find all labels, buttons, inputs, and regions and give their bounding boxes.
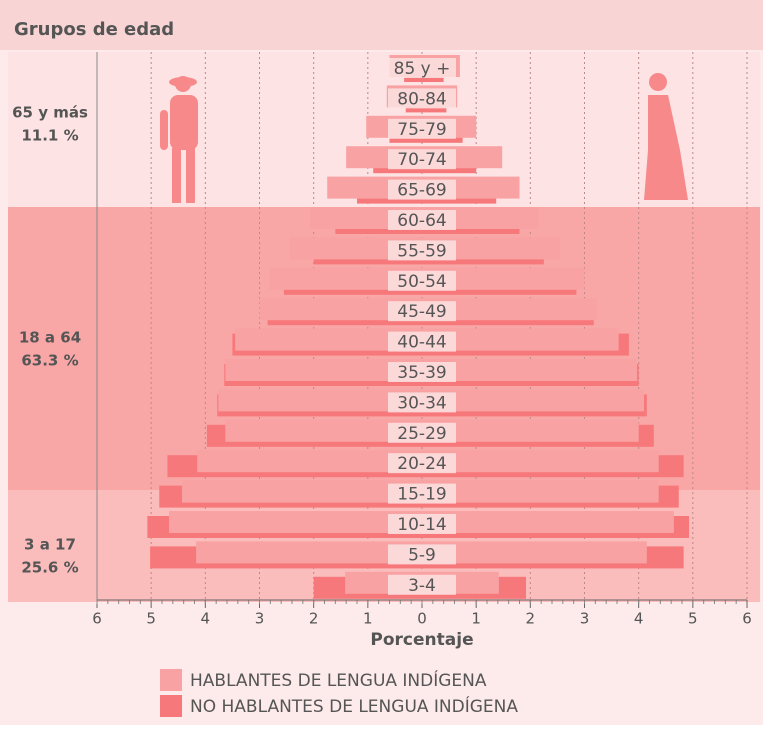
x-tick-label: 2 [526, 610, 536, 628]
bar-left [225, 419, 422, 442]
bar-left [196, 541, 422, 564]
age-label: 25-29 [397, 424, 446, 444]
age-label-bg [388, 453, 456, 474]
age-label: 10-14 [397, 515, 446, 535]
age-label: 75-79 [397, 120, 446, 140]
age-label-bg [388, 270, 456, 291]
x-tick-label: 1 [471, 610, 481, 628]
age-label: 70-74 [397, 150, 446, 170]
age-label-bg [388, 240, 456, 261]
age-label-bg [388, 149, 456, 170]
x-tick-label: 2 [309, 610, 319, 628]
age-label-bg [388, 118, 456, 139]
x-tick-label: 6 [92, 610, 102, 628]
bar-left [182, 480, 422, 503]
age-label: 50-54 [397, 272, 446, 292]
group-share: 11.1 % [21, 127, 78, 145]
age-label-bg [388, 88, 456, 109]
bar-right [422, 237, 561, 260]
bar-right [422, 450, 659, 473]
age-label-bg [388, 392, 456, 413]
bar-left [259, 298, 422, 321]
group-label: 18 a 64 [19, 329, 81, 347]
x-tick-label: 3 [255, 610, 265, 628]
group-label: 3 a 17 [24, 536, 76, 554]
age-label: 15-19 [397, 485, 446, 505]
chart-title: Grupos de edad [14, 19, 174, 40]
age-label-bg [388, 331, 456, 352]
bar-left [169, 511, 422, 533]
age-label: 45-49 [397, 302, 446, 322]
bar-left [218, 389, 422, 412]
header-band [0, 0, 763, 50]
bar-right [422, 480, 659, 503]
age-label-bg [388, 544, 456, 565]
age-label: 80-84 [397, 89, 446, 109]
age-label: 3-4 [408, 576, 436, 596]
legend-swatch [160, 695, 182, 717]
x-tick-label: 1 [363, 610, 373, 628]
age-label: 35-39 [397, 363, 446, 383]
age-label: 65-69 [397, 181, 446, 201]
x-axis-title: Porcentaje [370, 630, 473, 650]
bar-left [235, 328, 422, 351]
age-label: 40-44 [397, 333, 446, 353]
bar-right [422, 298, 597, 321]
group-label: 65 y más [12, 104, 88, 122]
x-tick-label: 6 [742, 610, 752, 628]
age-label: 30-34 [397, 393, 446, 413]
legend-label: NO HABLANTES DE LENGUA INDÍGENA [190, 695, 518, 717]
age-label-bg [388, 210, 456, 230]
bar-right [422, 419, 639, 442]
x-tick-label: 0 [417, 610, 427, 628]
bar-left [197, 450, 422, 473]
group-share: 25.6 % [21, 559, 78, 577]
bar-left [225, 359, 422, 381]
bar-right [422, 389, 645, 412]
legend-swatch [160, 669, 182, 691]
x-tick-label: 4 [634, 610, 644, 628]
age-label-bg [388, 574, 456, 595]
x-tick-label: 3 [580, 610, 590, 628]
x-tick-label: 4 [201, 610, 211, 628]
x-tick-label: 5 [146, 610, 156, 628]
bar-right [422, 511, 674, 533]
age-label-bg [388, 179, 456, 200]
legend-label: HABLANTES DE LENGUA INDÍGENA [190, 669, 487, 691]
age-label: 60-64 [397, 211, 446, 231]
age-label: 85 y + [394, 59, 451, 79]
bar-right [422, 541, 647, 564]
group-share: 63.3 % [21, 352, 78, 370]
age-label-bg [388, 301, 456, 322]
x-tick-label: 5 [688, 610, 698, 628]
bar-right [422, 328, 619, 351]
age-label-bg [388, 514, 456, 534]
silhouettes [160, 73, 688, 203]
age-label-bg [388, 422, 456, 443]
age-label-bg [388, 58, 456, 78]
age-label-bg [388, 362, 456, 382]
bar-left [269, 267, 422, 290]
bar-right [422, 359, 638, 381]
age-label: 5-9 [408, 545, 436, 565]
age-label: 55-59 [397, 241, 446, 261]
age-label: 20-24 [397, 454, 446, 474]
bar-right [422, 267, 585, 290]
age-label-bg [388, 483, 456, 504]
